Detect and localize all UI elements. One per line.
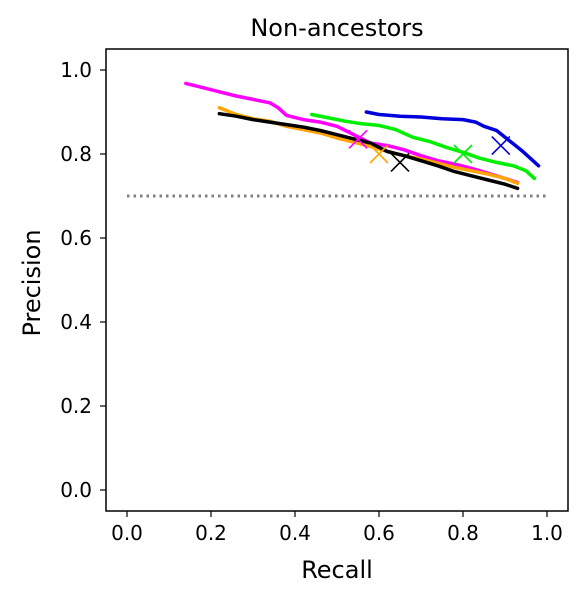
x-tick-label: 1.0	[531, 521, 563, 545]
series-line-2	[184, 81, 520, 185]
series-line-4	[217, 111, 520, 191]
series-marker-4	[390, 152, 410, 172]
series-marker-2	[348, 129, 368, 149]
axes: 0.0 0.2 0.4 0.6 0.8 1.0 0.0 0.2 0.4 0.6 0.8 1.0	[60, 58, 563, 545]
y-tick-label: 0.0	[60, 478, 92, 502]
y-tick-label: 0.2	[60, 394, 92, 418]
series-line-1	[310, 112, 537, 181]
x-tick-label: 0.6	[363, 521, 395, 545]
series-marker-3	[369, 144, 389, 164]
y-tick-label: 1.0	[60, 58, 92, 82]
x-axis-label: Recall	[301, 556, 373, 584]
series-line-3	[217, 106, 520, 186]
x-tick-label: 0.0	[111, 521, 143, 545]
plot-area	[127, 81, 547, 198]
x-tick-label: 0.4	[279, 521, 311, 545]
series-line-0	[364, 110, 541, 168]
x-tick-label: 0.8	[447, 521, 479, 545]
x-tick-label: 0.2	[195, 521, 227, 545]
y-tick-label: 0.6	[60, 226, 92, 250]
y-axis-label: Precision	[18, 229, 46, 336]
y-tick-label: 0.8	[60, 142, 92, 166]
series-marker-0	[491, 136, 511, 156]
series-marker-1	[453, 144, 473, 164]
plot-frame	[105, 48, 569, 512]
y-tick-label: 0.4	[60, 310, 92, 334]
chart-title: Non-ancestors	[250, 14, 423, 42]
